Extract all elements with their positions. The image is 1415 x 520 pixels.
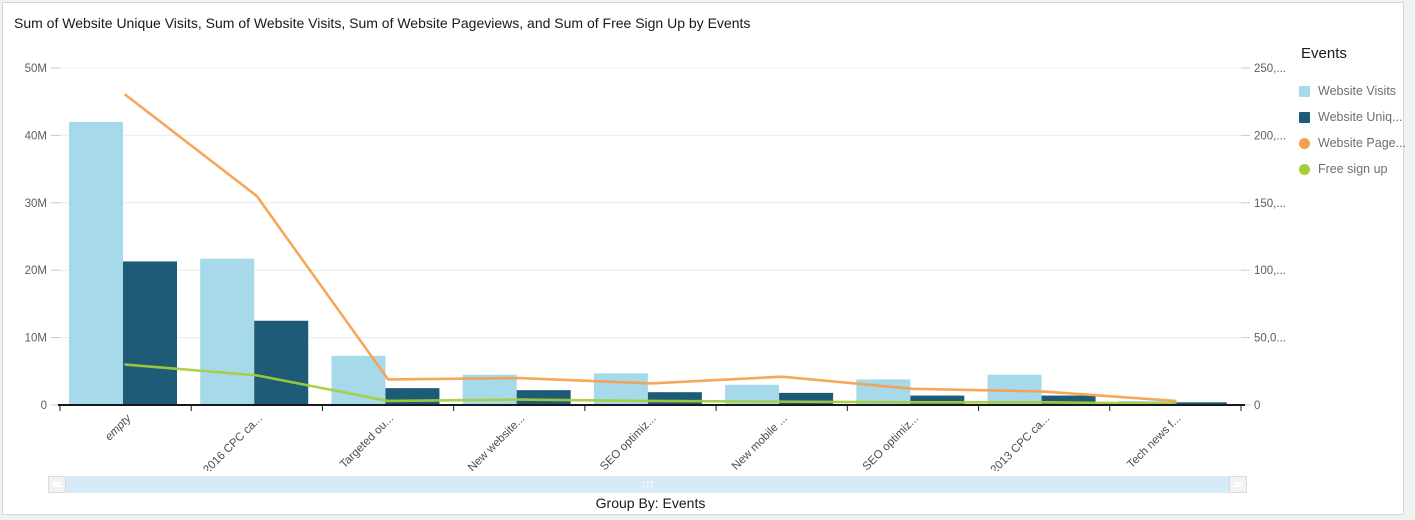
legend-item-website-page[interactable]: Website Page... <box>1299 130 1407 156</box>
right-axis-tick-label: 0 <box>1254 400 1260 412</box>
bar-website-visits[interactable] <box>725 384 780 405</box>
data-zoom-scrollbar[interactable] <box>66 476 1229 493</box>
grip-icon <box>53 482 61 487</box>
legend-item-label: Website Uniq... <box>1318 110 1403 124</box>
legend-panel: Events Website Visits Website Uniq... Webs… <box>1299 45 1407 182</box>
left-axis-tick-label: 0 <box>41 400 47 412</box>
x-axis-category-label: empty <box>103 412 135 444</box>
x-axis-category-label: SEO optimiz... <box>598 413 658 471</box>
chart-title: Sum of Website Unique Visits, Sum of Web… <box>14 15 751 31</box>
scrollbar-drag-handle[interactable] <box>642 481 653 488</box>
combo-chart-plot: 0 0 10M 50,0... 20M 100,... 30M 150,... 40M 200,.… <box>25 63 1286 471</box>
x-axis-category-label: Targeted ou... <box>338 413 396 471</box>
legend-item-website-visits[interactable]: Website Visits <box>1299 78 1405 104</box>
bar-website-unique-visits[interactable] <box>910 395 965 405</box>
line-website-pageviews[interactable] <box>124 93 1177 403</box>
drag-dots-icon <box>642 481 644 483</box>
bar-website-unique-visits[interactable] <box>516 390 571 405</box>
x-axis-category-label: New mobile ... <box>730 413 790 471</box>
right-axis-tick-label: 150,... <box>1254 198 1286 210</box>
legend-item-website-uniq[interactable]: Website Uniq... <box>1299 104 1405 130</box>
legend-swatch-circle <box>1299 137 1310 149</box>
bar-website-visits[interactable] <box>69 121 123 406</box>
bar-website-unique-visits[interactable] <box>1041 395 1096 405</box>
bar-website-unique-visits[interactable] <box>1172 402 1227 405</box>
x-axis-category-label: Tech news f... <box>1125 413 1183 471</box>
x-axis-category-label: 2013 CPC ca... <box>989 413 1053 471</box>
bar-website-unique-visits[interactable] <box>254 320 309 405</box>
legend-swatch-square <box>1299 85 1310 97</box>
bar-website-unique-visits[interactable] <box>779 392 834 405</box>
left-axis-tick-label: 30M <box>25 198 47 210</box>
legend-item-label: Website Visits <box>1318 84 1397 98</box>
scrollbar-right-button[interactable] <box>1229 476 1247 493</box>
legend-item-free-sign-up[interactable]: Free sign up <box>1299 156 1405 182</box>
legend-swatch-square <box>1299 111 1310 123</box>
chart-card: Sum of Website Unique Visits, Sum of Web… <box>2 2 1407 515</box>
bar-website-visits[interactable] <box>200 258 255 405</box>
legend-title: Events <box>1301 45 1347 62</box>
scrollbar-left-button[interactable] <box>48 476 66 493</box>
legend-items: Website Visits Website Uniq... Website Pag… <box>1299 78 1407 182</box>
bar-website-unique-visits[interactable] <box>385 388 440 405</box>
legend-item-label: Website Page... <box>1318 136 1407 150</box>
legend-item-label: Free sign up <box>1318 162 1388 176</box>
right-axis-tick-label: 100,... <box>1254 265 1286 277</box>
x-axis-title: Group By: Events <box>595 495 706 511</box>
x-axis-category-label: 2016 CPC ca... <box>201 413 265 471</box>
right-axis-tick-label: 200,... <box>1254 130 1286 142</box>
grip-icon <box>1234 482 1242 487</box>
bar-website-unique-visits[interactable] <box>647 392 702 405</box>
left-axis-tick-label: 10M <box>25 333 47 345</box>
right-axis-tick-label: 250,... <box>1254 63 1286 75</box>
legend-swatch-circle <box>1299 163 1310 175</box>
right-axis-tick-label: 50,0... <box>1254 333 1286 345</box>
x-axis-category-label: New website... <box>466 413 527 471</box>
x-axis-category-label: SEO optimiz... <box>861 413 921 471</box>
left-axis-tick-label: 20M <box>25 265 47 277</box>
left-axis-tick-label: 40M <box>25 130 47 142</box>
left-axis-tick-label: 50M <box>25 63 47 75</box>
line-free-sign-up[interactable] <box>124 363 1177 405</box>
bar-website-unique-visits[interactable] <box>123 261 177 405</box>
